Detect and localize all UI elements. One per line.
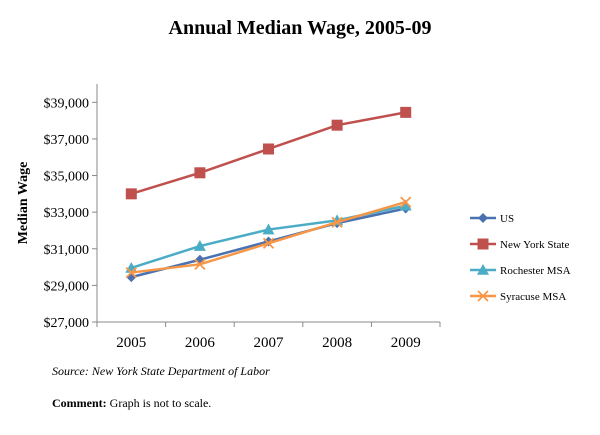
x-tick-label: 2007: [254, 335, 285, 351]
data-point-new-york-state: [263, 143, 274, 155]
legend-marker-new-york-state: [477, 238, 489, 250]
chart-title: Annual Median Wage, 2005-09: [168, 17, 432, 39]
legend-marker-rochester-msa: [477, 264, 489, 275]
y-tick-label: $35,000: [44, 170, 90, 185]
comment-text: Graph is not to scale.: [109, 396, 212, 410]
legend-marker-syracuse-msa: [477, 290, 489, 302]
data-point-rochester-msa: [193, 240, 206, 251]
source-note: Source: New York State Department of Lab…: [52, 364, 270, 378]
y-tick-label: $33,000: [44, 206, 90, 221]
data-point-new-york-state: [331, 119, 343, 131]
data-point-rochester-msa: [262, 223, 275, 235]
data-point-new-york-state: [125, 188, 137, 200]
x-tick-label: 2008: [322, 335, 352, 351]
data-point-new-york-state: [400, 106, 412, 118]
x-tick-label: 2006: [185, 335, 216, 351]
legend-label-new-york-state: New York State: [500, 239, 569, 251]
y-tick-label: $37,000: [44, 133, 90, 148]
y-tick-label: $39,000: [44, 96, 90, 111]
x-tick-label: 2009: [391, 335, 421, 351]
data-point-syracuse-msa: [262, 237, 275, 249]
y-tick-label: $29,000: [44, 279, 90, 294]
data-point-syracuse-msa: [400, 196, 412, 208]
legend-marker-us: [478, 213, 488, 223]
y-tick-label: $31,000: [44, 243, 90, 258]
data-point-syracuse-msa: [331, 216, 343, 228]
y-axis-label: Median Wage: [16, 162, 31, 245]
data-point-new-york-state: [194, 167, 206, 179]
legend-label-us: US: [500, 213, 514, 225]
legend-label-syracuse-msa: Syracuse MSA: [500, 291, 566, 303]
data-point-rochester-msa: [399, 199, 412, 211]
comment: Comment: Graph is not to scale.: [52, 396, 211, 411]
data-point-syracuse-msa: [194, 258, 206, 270]
data-point-syracuse-msa: [125, 266, 137, 279]
y-tick-label: $27,000: [44, 316, 90, 331]
x-tick-label: 2005: [116, 335, 146, 351]
legend-label-rochester-msa: Rochester MSA: [500, 265, 571, 277]
comment-label: Comment:: [52, 396, 107, 410]
